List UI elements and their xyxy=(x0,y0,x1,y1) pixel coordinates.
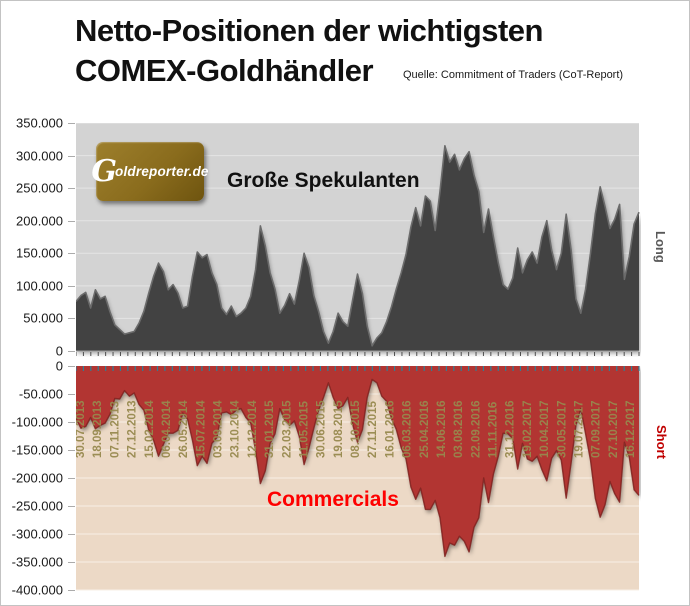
x-axis-date-label: 30.06.2015 xyxy=(316,400,328,458)
y-axis-tick xyxy=(68,285,75,287)
y-axis-tick xyxy=(68,394,75,395)
chart-source-note: Quelle: Commitment of Traders (CoT-Repor… xyxy=(403,69,624,81)
y-axis-tick xyxy=(68,318,75,320)
x-axis-date-label: 16.01.2016 xyxy=(384,400,396,458)
commercials-area-chart: 30.07.2013 18.09.2013 07.11.2013 27.12.2013… xyxy=(76,366,640,591)
x-axis-date-label: 19.08.2015 xyxy=(333,400,345,458)
x-axis-date-label: 15.07.2014 xyxy=(195,400,207,458)
y-axis-label: 350.000 xyxy=(16,115,63,131)
y-axis-label: -350.000 xyxy=(11,554,63,570)
x-axis-date-label: 11.05.2015 xyxy=(298,400,310,458)
x-axis-date-label: 30.05.2017 xyxy=(556,400,568,458)
y-axis-label: -150.000 xyxy=(11,442,63,458)
short-axis-label: Short xyxy=(654,425,669,459)
y-axis-label: 150.000 xyxy=(16,245,63,261)
y-axis-tick xyxy=(68,478,75,479)
x-axis-date-label: 27.11.2015 xyxy=(367,400,379,458)
y-axis-label: -100.000 xyxy=(11,414,63,430)
y-axis-tick xyxy=(68,534,75,535)
x-axis-date-label: 31.12.2016 xyxy=(505,400,517,458)
logo-g-letter: G xyxy=(91,153,118,189)
logo-text: oldreporter.de xyxy=(115,164,209,179)
x-axis-date-label: 23.10.2014 xyxy=(230,400,242,458)
x-axis-date-label: 07.09.2017 xyxy=(591,400,603,458)
x-axis-date-label: 03.08.2016 xyxy=(453,400,465,458)
x-axis-date-label: 11.11.2016 xyxy=(488,402,500,458)
y-axis-label: 0 xyxy=(55,343,63,359)
x-axis-date-label: 07.11.2013 xyxy=(109,401,121,458)
x-axis-date-label: 19.07.2017 xyxy=(573,400,585,458)
y-axis-tick xyxy=(68,155,75,157)
y-axis-label: 300.000 xyxy=(16,148,63,164)
y-axis-tick xyxy=(68,366,75,367)
y-axis-tick xyxy=(68,450,75,451)
commercials-plot-area: 30.07.2013 18.09.2013 07.11.2013 27.12.2013… xyxy=(76,366,640,591)
x-axis-date-label: 19.02.2017 xyxy=(522,400,534,458)
x-axis-date-label: 06.03.2016 xyxy=(402,400,414,458)
x-axis-date-label: 30.07.2013 xyxy=(76,400,87,458)
y-axis-label: -50.000 xyxy=(18,386,63,402)
y-axis-label: -200.000 xyxy=(11,470,63,486)
x-axis-date-label: 22.03.2015 xyxy=(281,400,293,458)
speculators-series-label: Große Spekulanten xyxy=(227,169,420,192)
y-axis-label: 200.000 xyxy=(16,213,63,229)
x-axis-date-label: 27.10.2017 xyxy=(608,400,620,458)
speculators-plot-area xyxy=(76,123,640,357)
x-axis-date-label: 14.06.2016 xyxy=(436,400,448,458)
x-axis-date-label: 06.04.2014 xyxy=(161,400,173,458)
y-axis-tick xyxy=(68,562,75,563)
x-axis-date-label: 25.04.2016 xyxy=(419,400,431,458)
commercials-series-label: Commercials xyxy=(267,488,399,511)
y-axis-tick xyxy=(68,188,75,190)
y-axis-label: 50.000 xyxy=(23,310,63,326)
chart-title-line2: COMEX-Goldhändler xyxy=(75,53,374,88)
y-axis-label: 250.000 xyxy=(16,180,63,196)
y-axis-label: 0 xyxy=(55,358,63,374)
x-axis-date-label: 26.05.2014 xyxy=(178,400,190,458)
y-axis-tick xyxy=(68,506,75,507)
y-axis-label: -300.000 xyxy=(11,526,63,542)
y-axis-tick xyxy=(68,351,75,352)
y-axis-label: -250.000 xyxy=(11,498,63,514)
x-axis-date-label: 22.09.2016 xyxy=(470,400,482,458)
y-axis-tick xyxy=(68,422,75,423)
x-axis-date-label: 16.12.2017 xyxy=(625,400,637,458)
x-axis-date-label: 15.02.2014 xyxy=(144,400,156,458)
y-axis-label: 100.000 xyxy=(16,278,63,294)
y-axis-label: -400.000 xyxy=(11,582,63,598)
y-axis-tick xyxy=(68,123,75,124)
y-axis-tick xyxy=(68,220,75,222)
y-axis-tick xyxy=(68,590,75,591)
x-axis-date-label: 31.01.2015 xyxy=(264,400,276,458)
y-axis-tick xyxy=(68,253,75,255)
x-axis-date-label: 12.12.2014 xyxy=(247,400,259,458)
x-axis-date-label: 03.09.2014 xyxy=(213,400,225,458)
x-axis-date-label: 18.09.2013 xyxy=(92,400,104,458)
chart-title-line1: Netto-Positionen der wichtigsten xyxy=(75,13,543,48)
x-axis-date-label: 27.12.2013 xyxy=(127,400,139,458)
speculators-area-chart xyxy=(76,123,640,356)
long-axis-label: Long xyxy=(653,231,668,263)
x-axis-date-label: 08.10.2015 xyxy=(350,400,362,458)
x-axis-date-label: 10.04.2017 xyxy=(539,400,551,458)
